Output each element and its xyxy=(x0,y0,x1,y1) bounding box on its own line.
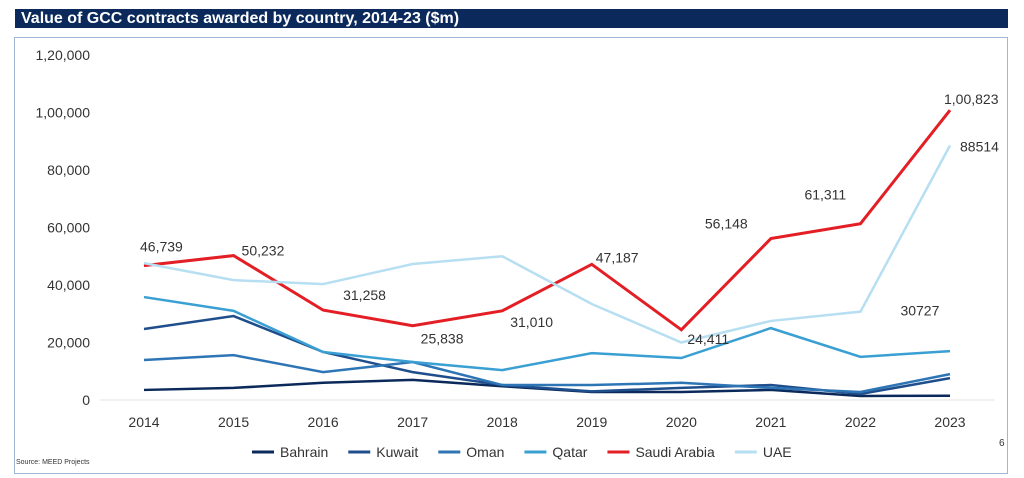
x-tick-label: 2021 xyxy=(755,414,786,430)
series-line-saudi-arabia xyxy=(143,109,952,332)
data-label: 50,232 xyxy=(242,243,285,259)
legend-label: Qatar xyxy=(552,444,587,460)
chart-title: Value of GCC contracts awarded by countr… xyxy=(15,9,1008,28)
legend-label: UAE xyxy=(763,444,792,460)
legend-label: Bahrain xyxy=(280,444,328,460)
data-label: 1,00,823 xyxy=(944,91,999,107)
chart-frame xyxy=(14,37,1008,474)
series-line-oman xyxy=(143,353,951,394)
data-label: 46,739 xyxy=(140,239,183,255)
page-number: 6 xyxy=(999,438,1005,449)
x-tick-label: 2014 xyxy=(128,414,159,430)
x-tick-label: 2023 xyxy=(934,414,965,430)
legend-label: Oman xyxy=(466,444,504,460)
data-label: 61,311 xyxy=(804,187,846,203)
y-tick-label: 60,000 xyxy=(47,220,90,236)
source-note: Source: MEED Projects xyxy=(16,459,90,466)
x-tick-label: 2022 xyxy=(845,414,876,430)
y-tick-label: 40,000 xyxy=(47,277,90,293)
data-label: 25,838 xyxy=(421,331,464,347)
data-label: 30727 xyxy=(900,303,939,319)
x-tick-label: 2016 xyxy=(308,414,339,430)
x-tick-label: 2018 xyxy=(487,414,518,430)
x-tick-label: 2019 xyxy=(576,414,607,430)
x-tick-label: 2017 xyxy=(397,414,428,430)
data-label: 56,148 xyxy=(705,216,748,232)
y-tick-label: 1,20,000 xyxy=(36,47,91,63)
data-label: 47,187 xyxy=(596,249,639,265)
data-label: 31,258 xyxy=(343,287,386,303)
y-tick-label: 20,000 xyxy=(47,335,90,351)
legend-label: Kuwait xyxy=(376,444,418,460)
y-tick-label: 80,000 xyxy=(47,162,90,178)
x-tick-label: 2015 xyxy=(218,414,249,430)
x-tick-label: 2020 xyxy=(666,414,697,430)
data-label: 31,010 xyxy=(510,314,553,330)
y-tick-label: 0 xyxy=(82,392,90,408)
y-tick-label: 1,00,000 xyxy=(36,105,91,121)
data-label: 88514 xyxy=(960,139,999,155)
series-line-uae xyxy=(143,144,952,344)
legend-label: Saudi Arabia xyxy=(635,444,715,460)
series-line-qatar xyxy=(143,295,951,372)
data-label: 24,411 xyxy=(687,331,729,347)
